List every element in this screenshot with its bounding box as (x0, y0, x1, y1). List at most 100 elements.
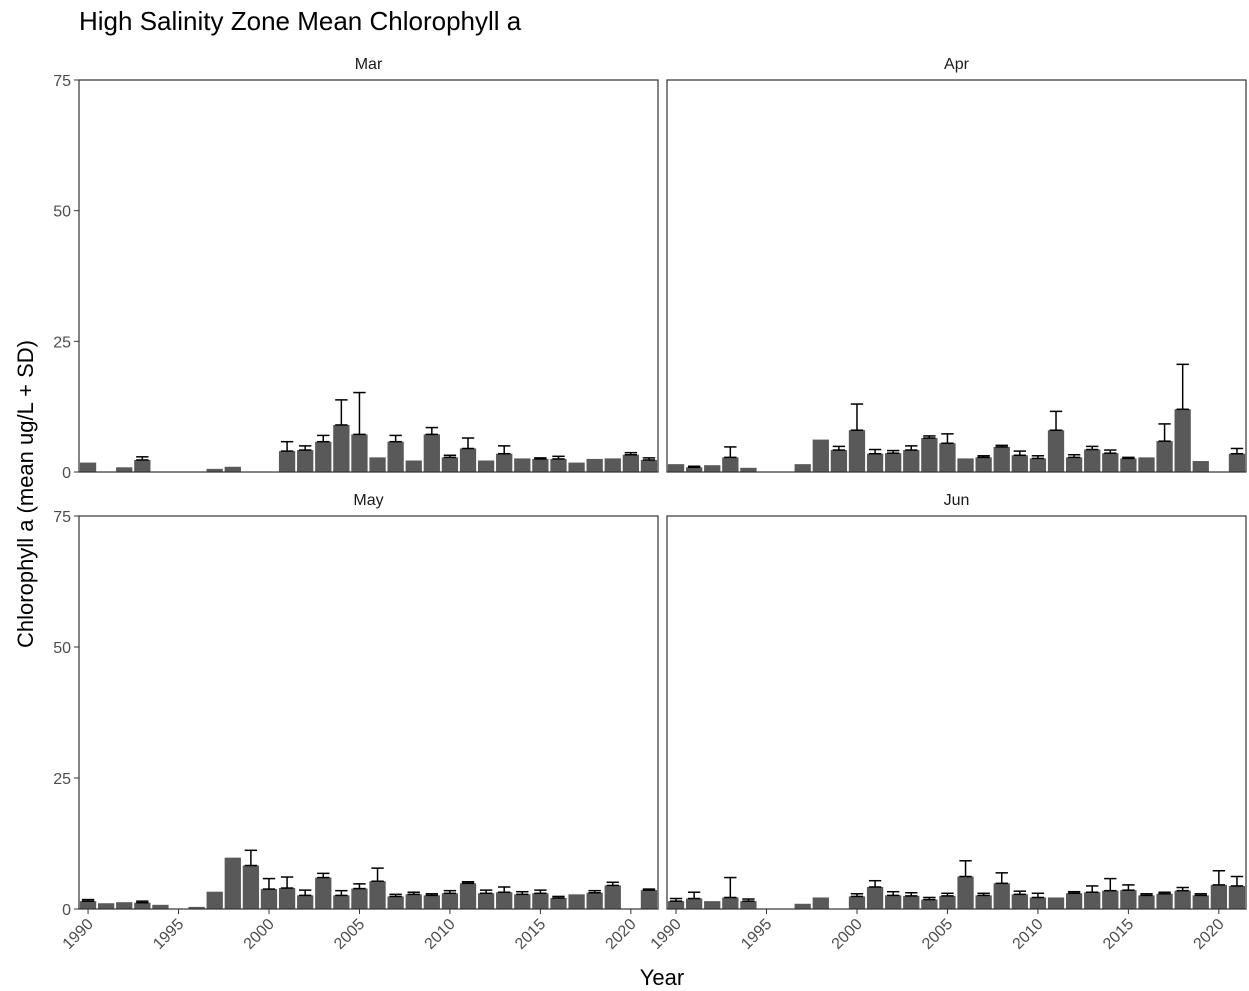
bar (387, 441, 404, 472)
bar (866, 453, 884, 472)
bar (568, 894, 585, 909)
bar (496, 453, 513, 472)
bar (1047, 897, 1065, 909)
bar (351, 888, 368, 909)
bar (993, 883, 1010, 909)
bar (667, 901, 685, 909)
x-tick-label: 2000 (829, 916, 866, 953)
bar (297, 450, 314, 472)
bar (1065, 893, 1083, 909)
x-tick-label: 2020 (602, 916, 639, 953)
bar (459, 448, 477, 472)
bar (1011, 894, 1028, 909)
bar (116, 467, 133, 472)
bar (1174, 890, 1191, 909)
bar (704, 465, 721, 472)
panel-frame (78, 515, 659, 910)
x-tick-label: 1995 (150, 916, 187, 953)
bar (812, 439, 829, 472)
bar (1210, 884, 1228, 909)
bar (1047, 430, 1065, 472)
bar (369, 881, 386, 909)
y-tick-label: 25 (53, 771, 71, 788)
bar (297, 895, 314, 909)
bar (1156, 893, 1173, 909)
bar (550, 458, 567, 472)
bar (622, 454, 640, 472)
x-tick-label: 2015 (512, 916, 549, 953)
bar (1102, 890, 1119, 909)
x-tick-label: 2010 (1010, 916, 1047, 953)
bar (885, 895, 902, 909)
bar (315, 441, 332, 472)
x-tick-label: 2005 (331, 916, 368, 953)
strip-label: May (353, 492, 383, 509)
x-tick-label: 2010 (422, 916, 459, 953)
bar (1138, 457, 1155, 472)
bar (514, 458, 531, 472)
bar (550, 897, 567, 909)
x-tick-label: 1990 (648, 916, 685, 953)
bar (1120, 458, 1137, 472)
bar (532, 893, 549, 909)
x-tick-label: 2005 (919, 916, 956, 953)
bar (423, 895, 440, 909)
bar (685, 467, 703, 472)
x-axis-title: Year (640, 965, 684, 990)
bar (921, 438, 938, 472)
strip-label: Mar (355, 56, 383, 73)
bar (477, 460, 495, 472)
y-tick-label: 75 (53, 509, 71, 526)
bar (830, 450, 848, 472)
bar (1192, 461, 1209, 472)
bar (1174, 409, 1191, 472)
bar (975, 457, 992, 472)
bar (242, 865, 260, 909)
bar (152, 904, 169, 909)
bar (459, 883, 477, 909)
bar (993, 446, 1010, 472)
bar (1138, 895, 1155, 909)
bar (957, 876, 974, 909)
bar (586, 458, 603, 472)
bar (1120, 890, 1137, 909)
bar (134, 459, 151, 472)
bar (903, 895, 920, 909)
bar (405, 460, 422, 472)
bar (1065, 457, 1083, 472)
bar (848, 430, 866, 472)
bar (206, 468, 223, 472)
bar (1029, 458, 1047, 472)
bar (116, 902, 133, 909)
bar (740, 467, 757, 472)
bar (640, 459, 658, 472)
bar (134, 902, 151, 909)
bar (441, 893, 459, 909)
bar (866, 886, 884, 909)
bar (586, 892, 603, 909)
bar (333, 424, 350, 472)
bar (640, 890, 658, 909)
bar (333, 895, 350, 909)
bar (423, 434, 440, 472)
bar (722, 457, 739, 472)
bar (97, 903, 115, 909)
y-tick-label: 50 (53, 204, 71, 221)
bar (224, 857, 241, 909)
bar (405, 894, 422, 909)
x-tick-label: 1995 (738, 916, 775, 953)
axis-ticks: 0 25 50 75 0 25 50 75 1990 1995 2000 2005 2010 2015 20… (53, 73, 1228, 953)
facet-panels: Mar Apr May Jun (78, 56, 1247, 910)
y-tick-label: 0 (62, 902, 71, 919)
panel-jun: Jun (666, 492, 1247, 910)
bar (794, 464, 811, 472)
panel-may: May (78, 492, 659, 910)
bar (514, 894, 531, 909)
panel-mar: Mar (78, 56, 659, 473)
bar (1228, 885, 1246, 909)
bar (477, 893, 495, 909)
bar (812, 897, 829, 909)
bar (885, 453, 902, 472)
